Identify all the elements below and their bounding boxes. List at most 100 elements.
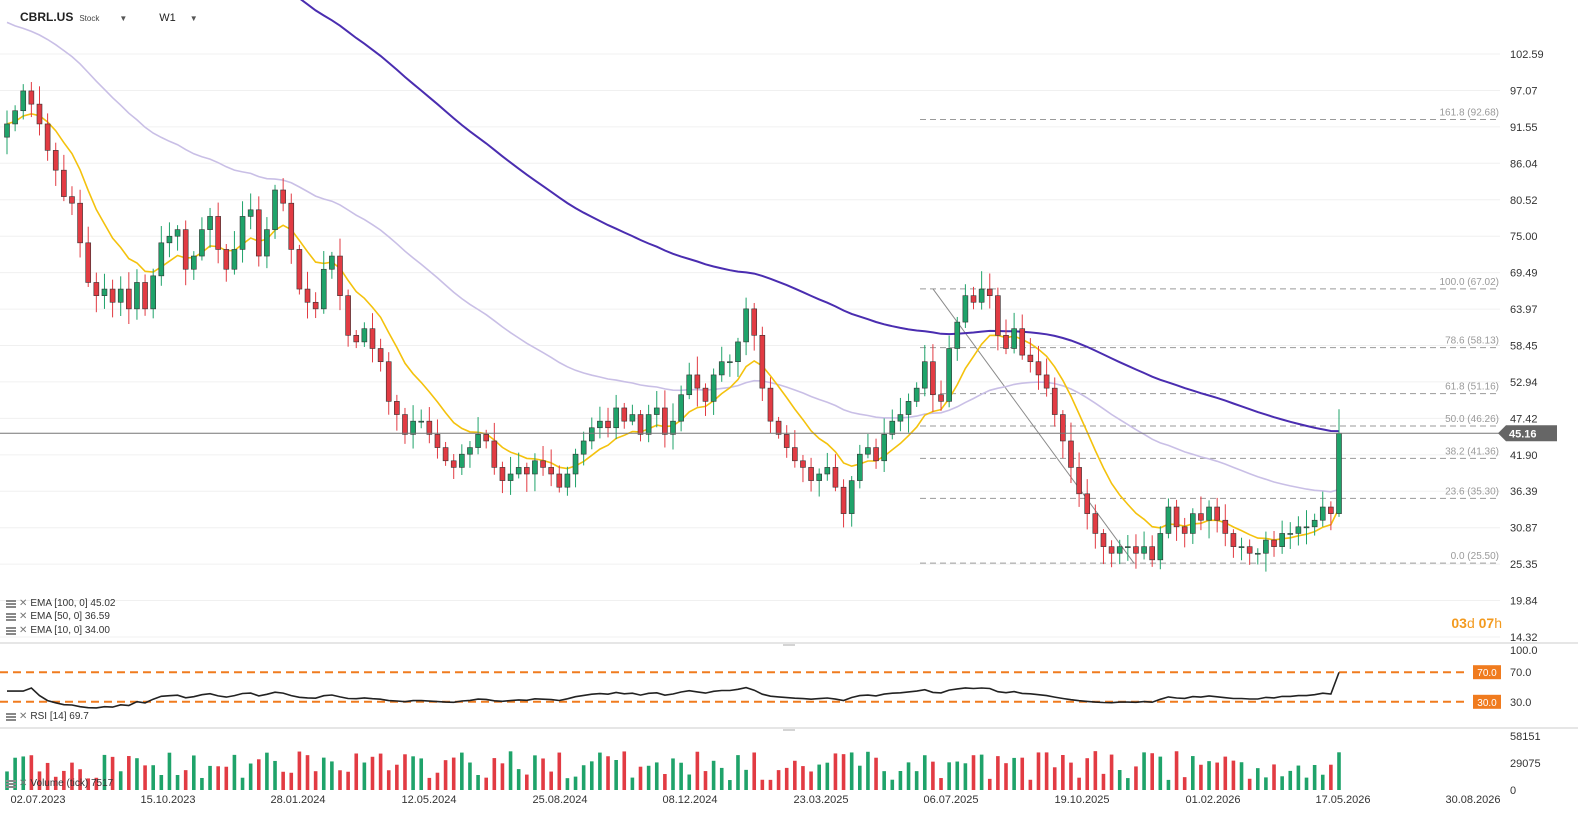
candle: [1181, 526, 1188, 534]
ema10-legend-text: EMA [10, 0] 34.00: [30, 625, 110, 636]
close-icon[interactable]: ✕: [19, 611, 28, 622]
volume-bar: [939, 778, 943, 790]
candle: [783, 434, 790, 448]
volume-bar: [330, 761, 334, 790]
price-tick-label: 58.45: [1510, 341, 1538, 353]
timeframe-chevron-down-icon[interactable]: ▼: [189, 14, 198, 23]
candle: [329, 255, 335, 270]
time-tick-label: 30.08.2026: [1445, 794, 1500, 806]
price-tick-label: 80.52: [1510, 195, 1538, 207]
volume-bar: [192, 755, 196, 790]
candle: [44, 123, 51, 151]
candle: [986, 288, 993, 296]
countdown-hours: 07: [1478, 615, 1495, 631]
volume-bar: [1272, 764, 1276, 790]
candle: [1019, 328, 1026, 356]
ema50-legend-text: EMA [50, 0] 36.59: [30, 611, 110, 622]
pane-dividers[interactable]: [0, 642, 1578, 731]
candle: [1214, 506, 1220, 521]
menu-icon[interactable]: [6, 599, 16, 608]
volume-bar: [143, 765, 147, 790]
volume-bar: [849, 752, 854, 790]
candle: [61, 169, 67, 197]
menu-icon[interactable]: [6, 712, 16, 721]
volume-bar: [1264, 777, 1268, 790]
menu-icon[interactable]: [6, 612, 16, 621]
symbol-chevron-down-icon[interactable]: ▼: [119, 14, 128, 23]
candle: [1011, 328, 1017, 349]
candle: [808, 467, 814, 481]
volume-bar: [37, 771, 42, 790]
volume-bar: [281, 771, 285, 790]
volume-bar: [21, 756, 26, 790]
time-tick-label: 19.10.2025: [1054, 794, 1109, 806]
candle: [978, 288, 985, 303]
price-tick-label: 63.97: [1510, 304, 1538, 316]
volume-bar: [135, 758, 139, 790]
candle: [1108, 546, 1115, 554]
rsi-tick-label: 30.0: [1510, 697, 1531, 709]
volume-bar: [338, 770, 342, 790]
candle: [199, 229, 205, 257]
time-tick-label: 15.10.2023: [140, 794, 195, 806]
price-tick-label: 30.87: [1510, 523, 1538, 535]
volume-bar: [70, 762, 74, 790]
candle: [1254, 552, 1261, 555]
candle: [1125, 546, 1131, 548]
candle: [4, 123, 10, 138]
volume-bar: [1320, 774, 1325, 790]
close-icon[interactable]: ✕: [19, 625, 28, 636]
candle: [995, 295, 1001, 336]
volume-bar: [289, 772, 294, 790]
volume-bar: [460, 752, 464, 790]
close-icon[interactable]: ✕: [19, 711, 28, 722]
candle: [597, 420, 603, 429]
time-tick-label: 28.01.2024: [270, 794, 325, 806]
close-icon[interactable]: ✕: [19, 598, 28, 609]
volume-bar: [931, 761, 935, 790]
volume-bar: [273, 760, 277, 790]
volume-bar: [419, 758, 424, 790]
candle: [459, 453, 465, 468]
candle: [605, 420, 611, 429]
menu-icon[interactable]: [6, 626, 16, 635]
fib-level-label: 161.8 (92.68): [1440, 107, 1500, 118]
symbol-label[interactable]: CBRL.US: [20, 10, 74, 24]
candle: [1230, 533, 1237, 547]
volume-bar: [127, 756, 131, 790]
candle: [361, 328, 368, 343]
volume-bar: [614, 760, 618, 790]
timeframe-label[interactable]: W1: [159, 12, 176, 24]
volume-bar: [362, 762, 367, 790]
volume-bar: [695, 751, 700, 790]
menu-icon[interactable]: [6, 779, 16, 788]
candle: [905, 401, 912, 415]
volume-bar: [265, 752, 269, 790]
candle: [1084, 493, 1091, 514]
volume-bar: [825, 762, 830, 790]
volume-bar: [29, 755, 34, 790]
candle: [442, 447, 449, 462]
volume-bar: [809, 771, 813, 790]
volume-bar: [183, 770, 188, 790]
volume-bar: [1182, 777, 1187, 790]
candle: [678, 394, 684, 422]
chart-header: CBRL.US Stock ▼ W1 ▼: [20, 10, 198, 24]
instrument-type-label: Stock: [79, 14, 100, 23]
candle: [800, 460, 806, 468]
volume-bar: [971, 755, 976, 790]
volume-bar: [1142, 752, 1146, 790]
candle: [913, 387, 920, 402]
candle: [954, 321, 961, 349]
candle: [775, 420, 782, 435]
candle: [1279, 533, 1285, 547]
price-tick-label: 75.00: [1510, 231, 1538, 243]
price-tick-label: 14.32: [1510, 632, 1538, 644]
volume-bar: [516, 769, 521, 790]
candle: [580, 440, 587, 455]
ema10-line: [6, 112, 1340, 541]
candle: [1295, 526, 1302, 534]
candle: [304, 288, 311, 303]
close-icon[interactable]: ✕: [19, 778, 28, 789]
